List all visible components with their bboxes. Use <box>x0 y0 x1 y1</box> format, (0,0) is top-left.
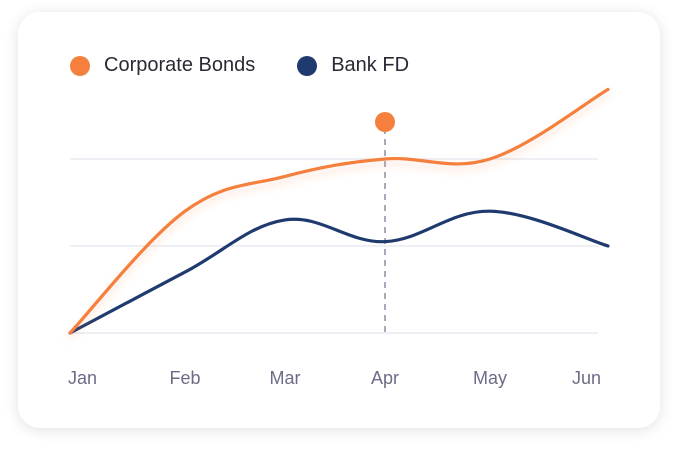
gridlines <box>70 158 598 334</box>
series-line-corporate-bonds <box>68 87 610 335</box>
x-tick-label-may: May <box>473 368 507 388</box>
x-tick-label-mar: Mar <box>270 368 301 388</box>
legend-label-bank-fd: Bank FD <box>331 54 410 76</box>
chart-legend: Corporate Bonds Bank FD <box>70 54 409 77</box>
series-line-bank-fd <box>68 209 610 335</box>
legend-marker-bank-fd <box>297 55 318 76</box>
x-tick-label-jan: Jan <box>68 368 97 388</box>
x-tick-label-apr: Apr <box>371 368 399 388</box>
legend-item-corporate-bonds[interactable]: Corporate Bonds <box>70 54 255 77</box>
highlight-point-corporate-bonds <box>375 112 395 132</box>
x-tick-label-jun: Jun <box>572 368 601 388</box>
legend-item-bank-fd[interactable]: Bank FD <box>297 54 409 77</box>
series-layer <box>68 87 610 335</box>
legend-marker-corporate-bonds <box>70 55 90 76</box>
legend-label-corporate-bonds: Corporate Bonds <box>104 54 256 76</box>
x-axis-ticks: Jan Feb Mar Apr May Jun <box>68 368 601 388</box>
x-tick-label-feb: Feb <box>169 368 200 388</box>
chart-card <box>18 12 660 428</box>
highlight-point-layer <box>375 112 395 132</box>
